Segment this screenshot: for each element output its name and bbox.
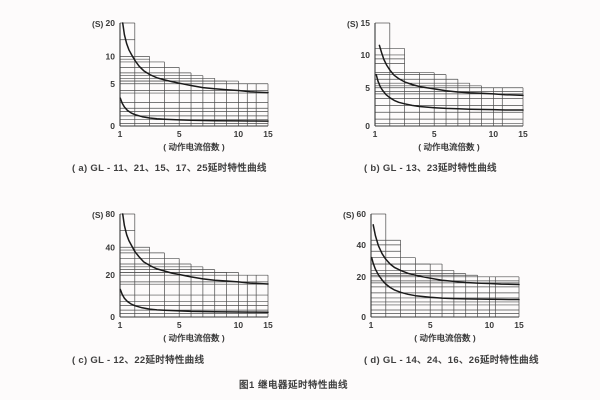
chart-c: 0 20 40 80 1 5 10 15 (S)( 动作电流倍数 )	[84, 208, 294, 348]
axes	[370, 214, 519, 318]
characteristic-curves	[370, 224, 520, 301]
chart-d: 0 20 40 60 1 5 10 15 (S)( 动作电流倍数 )	[335, 208, 545, 348]
axes	[119, 214, 268, 318]
x-axis-title: ( 动作电流倍数 )	[163, 333, 225, 343]
chart-d-caption: ( d) GL - 14、24、16、26延时特性曲线	[364, 355, 539, 366]
x-axis-title: ( 动作电流倍数 )	[163, 142, 225, 152]
y-tick-label: 0	[110, 121, 115, 131]
y-tick-label: 20	[357, 272, 367, 282]
y-tick-label: 15	[361, 18, 371, 28]
x-tick-label: 1	[118, 320, 123, 330]
x-tick-label: 10	[489, 129, 499, 139]
x-tick-label: 15	[263, 129, 273, 139]
grid-lines	[120, 22, 269, 126]
y-unit-label: (S)	[92, 19, 104, 29]
y-tick-label: 40	[106, 242, 116, 252]
x-tick-label: 10	[234, 320, 244, 330]
characteristic-curves	[119, 213, 269, 313]
chart-a: 0 5 10 20 1 5 10 15 (S)( 动作电流倍数 )	[84, 17, 294, 157]
x-tick-label: 10	[485, 320, 495, 330]
x-tick-label: 1	[369, 320, 374, 330]
y-tick-label: 10	[361, 50, 371, 60]
axes	[119, 23, 268, 127]
y-unit-label: (S)	[92, 210, 104, 220]
y-tick-label: 20	[106, 270, 116, 280]
y-unit-label: (S)	[347, 19, 359, 29]
y-tick-label: 40	[357, 240, 367, 250]
characteristic-lower-curve	[375, 73, 524, 111]
x-tick-label: 5	[177, 129, 182, 139]
characteristic-lower-curve	[119, 97, 269, 122]
y-tick-label: 0	[361, 312, 366, 322]
x-tick-label: 5	[432, 129, 437, 139]
characteristic-curves	[119, 22, 269, 122]
characteristic-upper-curve	[372, 224, 520, 286]
characteristic-curves	[375, 44, 524, 111]
y-tick-label: 0	[110, 312, 115, 322]
y-tick-label: 20	[106, 18, 116, 28]
grid-lines	[375, 22, 524, 126]
grid-lines	[120, 213, 269, 317]
x-tick-label: 15	[263, 320, 273, 330]
characteristic-upper-curve	[378, 44, 524, 97]
x-axis-title: ( 动作电流倍数 )	[418, 142, 480, 152]
x-tick-label: 15	[518, 129, 528, 139]
y-tick-label: 10	[106, 51, 116, 61]
characteristic-lower-curve	[370, 256, 520, 301]
x-tick-label: 1	[118, 129, 123, 139]
characteristic-upper-curve	[121, 213, 269, 285]
characteristic-upper-curve	[121, 22, 269, 94]
chart-b-caption: ( b) GL - 13、23延时特性曲线	[364, 163, 497, 174]
y-tick-label: 0	[365, 121, 370, 131]
y-unit-label: (S)	[343, 210, 355, 220]
figure-title: 图1 继电器延时特性曲线	[239, 380, 348, 391]
characteristic-lower-curve	[119, 288, 269, 313]
x-tick-label: 10	[234, 129, 244, 139]
axes	[374, 23, 523, 127]
chart-c-caption: ( c) GL - 12、22延时特性曲线	[72, 355, 205, 366]
x-tick-label: 15	[514, 320, 524, 330]
chart-b: 0 5 10 15 1 5 10 15 (S)( 动作电流倍数 )	[339, 17, 549, 157]
y-tick-label: 60	[357, 209, 367, 219]
x-tick-label: 5	[177, 320, 182, 330]
y-tick-label: 80	[106, 209, 116, 219]
x-axis-title: ( 动作电流倍数 )	[414, 333, 476, 343]
x-tick-label: 1	[373, 129, 378, 139]
y-tick-label: 5	[110, 79, 115, 89]
x-tick-label: 5	[428, 320, 433, 330]
y-tick-label: 5	[365, 83, 370, 93]
chart-a-caption: ( a) GL - 11、21、15、17、25延时特性曲线	[72, 163, 267, 174]
